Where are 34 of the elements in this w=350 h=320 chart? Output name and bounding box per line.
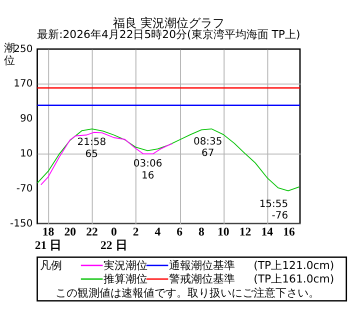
legend-title: 凡例 [40, 259, 62, 272]
line-series [40, 132, 173, 186]
text: (TP上161.0cm) [254, 272, 334, 286]
y-tick-label: 90 [20, 114, 33, 125]
y-tick-label: 250 [14, 44, 33, 55]
x-tick-label: 4 [154, 224, 161, 238]
x-tick-label: 20 [64, 224, 76, 238]
annotation: 08:35 67 [193, 136, 222, 160]
x-tick-label: 2 [132, 224, 139, 238]
x-tick-label: 6 [176, 224, 183, 238]
x-tick-label: 14 [261, 224, 274, 238]
annotation: 15:55 -76 [259, 198, 288, 222]
legend-label: 警戒潮位基準 [169, 272, 236, 286]
y-axis-title: 潮位 [4, 41, 16, 68]
x-tick-label: 18 21 日 [34, 224, 62, 252]
x-tick-label: 10 [217, 224, 230, 238]
chart-subtitle: 最新:2026年4月22日5時20分(東京湾平均海面 TP上) [37, 28, 300, 42]
text: (TP上121.0cm) [254, 259, 334, 272]
annotation: 21:58 65 [77, 137, 106, 160]
legend-label: 通報潮位基準 [169, 259, 236, 272]
line-series [36, 128, 300, 192]
x-tick-label: 8 [198, 224, 205, 238]
x-tick-label: 12 [239, 224, 252, 238]
legend-label: 推算潮位 [104, 272, 148, 286]
x-tick-label: 22 [86, 224, 98, 238]
x-tick-label: 16 [283, 224, 296, 238]
y-tick-label: -150 [10, 218, 33, 230]
y-tick-label: 170 [14, 78, 33, 90]
annotation: 03:06 16 [133, 158, 162, 182]
x-tick-label: 0 22 日 [100, 224, 128, 252]
y-tick-label: 10 [20, 148, 33, 160]
y-tick-label: -70 [16, 183, 33, 194]
text: この観測値は速報値です。取り扱いにご注意下さい。 [55, 286, 320, 300]
legend-label: 実況潮位 [104, 259, 148, 272]
